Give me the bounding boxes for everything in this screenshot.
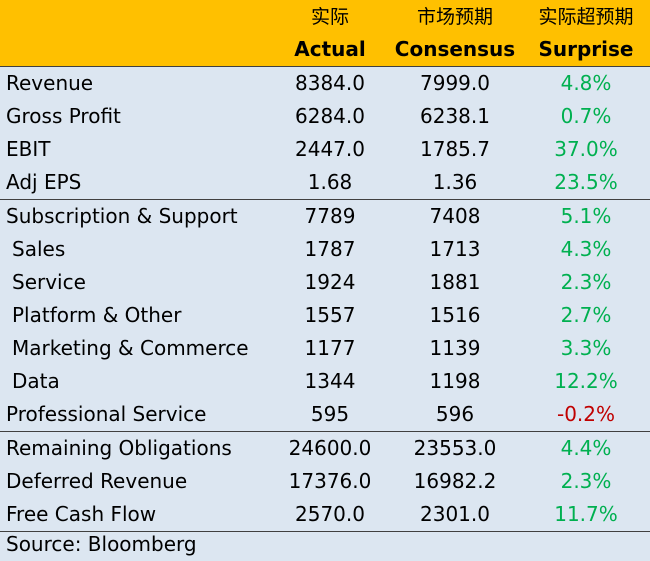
actual-value: 1557 [304, 303, 356, 327]
surprise-value: 2.3% [560, 469, 612, 493]
surprise-value: 11.7% [554, 502, 618, 526]
row-label: Data [12, 369, 60, 393]
row-label: Deferred Revenue [6, 469, 188, 493]
row-label: Service [12, 270, 86, 294]
surprise-value: 5.1% [560, 204, 612, 228]
consensus-value: 1516 [429, 303, 481, 327]
surprise-value: 2.3% [560, 270, 612, 294]
surprise-value: 4.8% [560, 71, 612, 95]
table-row: Free Cash Flow 2570.0 2301.0 11.7% [0, 498, 650, 531]
table-row: Deferred Revenue 17376.0 16982.2 2.3% [0, 465, 650, 498]
consensus-value: 6238.1 [420, 104, 490, 128]
consensus-header-en: Consensus [394, 37, 516, 61]
actual-value: 6284.0 [295, 104, 365, 128]
actual-value: 24600.0 [288, 436, 372, 460]
table-row: EBIT 2447.0 1785.7 37.0% [0, 133, 650, 166]
surprise-value: 23.5% [554, 170, 618, 194]
actual-value: 17376.0 [288, 469, 372, 493]
actual-value: 595 [310, 402, 350, 426]
consensus-header-cn: 市场预期 [416, 6, 493, 28]
actual-value: 1.68 [307, 170, 353, 194]
table-row: Subscription & Support 7789 7408 5.1% [0, 200, 650, 233]
consensus-value: 16982.2 [413, 469, 497, 493]
consensus-value: 7999.0 [420, 71, 490, 95]
table-section: Remaining Obligations 24600.0 23553.0 4.4% D… [0, 432, 650, 532]
consensus-value: 1785.7 [420, 137, 490, 161]
surprise-header-en: Surprise [538, 37, 634, 61]
consensus-value: 596 [435, 402, 475, 426]
row-label: Subscription & Support [6, 204, 238, 228]
surprise-value: 0.7% [560, 104, 612, 128]
actual-value: 8384.0 [295, 71, 365, 95]
surprise-value: 3.3% [560, 336, 612, 360]
consensus-value: 23553.0 [413, 436, 497, 460]
actual-header-en: Actual [294, 37, 366, 61]
consensus-value: 1713 [429, 237, 481, 261]
consensus-value: 2301.0 [420, 502, 490, 526]
surprise-value: 37.0% [554, 137, 618, 161]
surprise-value: 2.7% [560, 303, 612, 327]
table-body: Revenue 8384.0 7999.0 4.8% Gross Profit 6284.… [0, 67, 650, 532]
row-label: Marketing & Commerce [12, 336, 249, 360]
consensus-value: 1198 [429, 369, 481, 393]
table-row: Marketing & Commerce 1177 1139 3.3% [0, 332, 650, 365]
row-label: Gross Profit [6, 104, 121, 128]
row-label: Sales [12, 237, 66, 261]
row-label: Platform & Other [12, 303, 182, 327]
table-row: Professional Service 595 596 -0.2% [0, 398, 650, 431]
actual-value: 7789 [304, 204, 356, 228]
row-label: Revenue [6, 71, 94, 95]
actual-value: 1177 [304, 336, 356, 360]
table-section: Subscription & Support 7789 7408 5.1% Sales 1… [0, 200, 650, 432]
table-row: Data 1344 1198 12.2% [0, 365, 650, 398]
row-label: Professional Service [6, 402, 207, 426]
surprise-value: -0.2% [556, 402, 616, 426]
actual-value: 1924 [304, 270, 356, 294]
table-row: Gross Profit 6284.0 6238.1 0.7% [0, 100, 650, 133]
surprise-value: 4.3% [560, 237, 612, 261]
actual-value: 2570.0 [295, 502, 365, 526]
source-note: Source: Bloomberg [6, 532, 197, 556]
surprise-value: 12.2% [554, 369, 618, 393]
table-header: 实际 Actual 市场预期 Consensus 实际超预期 Surprise [0, 0, 650, 67]
row-label: Free Cash Flow [6, 502, 157, 526]
surprise-header-cn: 实际超预期 [538, 6, 634, 28]
table-section: Revenue 8384.0 7999.0 4.8% Gross Profit 6284.… [0, 67, 650, 200]
consensus-value: 1.36 [432, 170, 478, 194]
row-label: Remaining Obligations [6, 436, 232, 460]
surprise-value: 4.4% [560, 436, 612, 460]
actual-value: 2447.0 [295, 137, 365, 161]
table-row: Platform & Other 1557 1516 2.7% [0, 299, 650, 332]
row-label: Adj EPS [6, 170, 82, 194]
actual-value: 1344 [304, 369, 356, 393]
table-row: Adj EPS 1.68 1.36 23.5% [0, 166, 650, 199]
table-row: Service 1924 1881 2.3% [0, 266, 650, 299]
table-row: Sales 1787 1713 4.3% [0, 233, 650, 266]
actual-value: 1787 [304, 237, 356, 261]
consensus-value: 1139 [429, 336, 481, 360]
consensus-value: 7408 [429, 204, 481, 228]
table-row: Revenue 8384.0 7999.0 4.8% [0, 67, 650, 100]
row-label: EBIT [6, 137, 51, 161]
table-row: Remaining Obligations 24600.0 23553.0 4.4% [0, 432, 650, 465]
actual-header-cn: 实际 [310, 6, 349, 28]
consensus-value: 1881 [429, 270, 481, 294]
